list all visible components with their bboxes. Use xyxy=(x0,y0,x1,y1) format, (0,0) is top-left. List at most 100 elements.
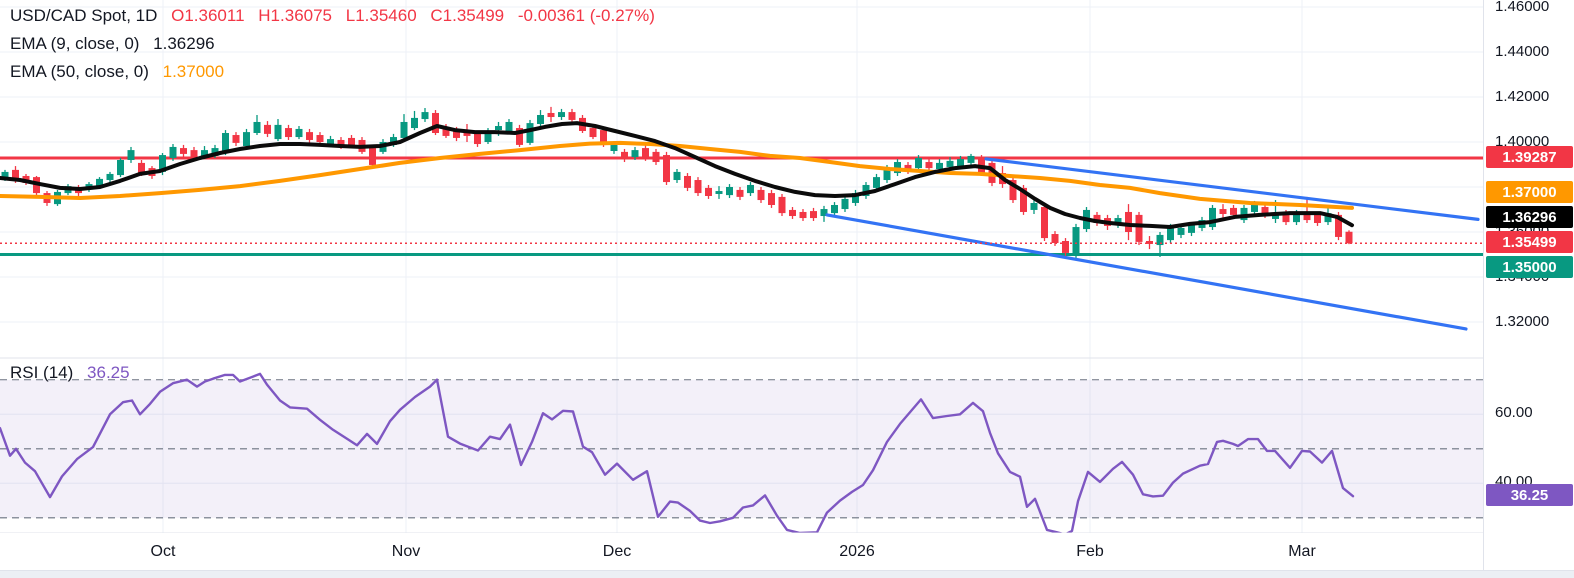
candle-down xyxy=(810,211,817,219)
candle-up xyxy=(127,150,135,160)
candle-up xyxy=(505,121,513,131)
candle-up xyxy=(852,193,859,203)
candle-down xyxy=(442,126,450,136)
chart-canvas[interactable] xyxy=(0,0,1483,578)
candle-down xyxy=(652,151,660,163)
candle-down xyxy=(306,132,313,140)
candle-down xyxy=(1282,213,1290,223)
axis-time-label: Feb xyxy=(1076,543,1104,560)
ema50-line xyxy=(0,140,1354,210)
rsi-band-fill xyxy=(0,379,1483,518)
candle-up xyxy=(673,171,681,181)
candle-up xyxy=(831,204,838,214)
candle-up xyxy=(1324,213,1332,223)
ohlc-close: C1.35499 xyxy=(430,6,505,25)
candle-down xyxy=(547,112,555,118)
price-axis[interactable]: 1.460001.440001.420001.400001.380001.360… xyxy=(1483,0,1574,578)
candle-up xyxy=(747,184,754,194)
candle-down xyxy=(12,169,19,181)
candle-up xyxy=(726,186,733,196)
candle-down xyxy=(600,130,607,145)
candle-up xyxy=(841,198,849,210)
candle-up xyxy=(936,162,943,169)
time-axis[interactable]: Oct Nov Dec 2026 Feb Mar xyxy=(0,533,1483,570)
axis-time-label: Mar xyxy=(1288,543,1316,560)
candle-up xyxy=(274,124,282,140)
candle-up xyxy=(243,132,250,147)
rsi-label: RSI (14) xyxy=(10,363,74,382)
candle-up xyxy=(1177,227,1185,235)
candle-up xyxy=(558,112,565,118)
candle-down xyxy=(1051,234,1059,244)
candle-down xyxy=(799,211,807,219)
candle-up xyxy=(495,126,502,131)
candle-up xyxy=(222,132,229,154)
candle-down xyxy=(348,137,355,147)
ema9-value: 1.36296 xyxy=(153,34,215,53)
candle-down xyxy=(705,187,712,196)
axis-price-label: 1.46000 xyxy=(1495,0,1550,15)
candle-down xyxy=(1314,214,1321,223)
candle-down xyxy=(589,128,597,138)
ema9-legend-row[interactable]: EMA (9, close, 0) 1.36296 xyxy=(10,34,224,54)
candle-up xyxy=(390,137,397,145)
candle-up xyxy=(117,159,124,176)
ohlc-open: O1.36011 xyxy=(171,6,245,25)
candle-up xyxy=(295,128,303,138)
candle-down xyxy=(1020,187,1027,212)
candle-down xyxy=(516,128,523,145)
candle-down xyxy=(432,112,439,133)
candle-up xyxy=(946,160,954,167)
candle-down xyxy=(789,209,796,217)
ema50-legend-row[interactable]: EMA (50, close, 0) 1.37000 xyxy=(10,62,233,82)
candle-up xyxy=(411,117,418,129)
rsi-legend-row[interactable]: RSI (14) 36.25 xyxy=(10,363,139,383)
candle-up xyxy=(201,150,208,156)
candle-up xyxy=(1114,218,1122,226)
time-axis-bottom-strip xyxy=(0,570,1574,578)
candle-up xyxy=(883,168,891,181)
axis-price-label: 1.32000 xyxy=(1495,313,1550,330)
candle-up xyxy=(631,150,639,158)
candle-up xyxy=(96,178,103,187)
axis-price-badge: 1.36296 xyxy=(1486,206,1573,228)
candle-down xyxy=(264,124,271,134)
candle-up xyxy=(421,112,429,120)
candle-down xyxy=(1125,211,1132,232)
candle-down xyxy=(453,130,460,138)
trendline xyxy=(984,157,1480,221)
candle-up xyxy=(1209,207,1216,228)
ema50-value: 1.37000 xyxy=(162,62,225,81)
ohlc-high: H1.36075 xyxy=(258,6,333,25)
axis-time-label: 2026 xyxy=(839,543,875,560)
candle-up xyxy=(169,146,177,158)
candle-down xyxy=(1093,214,1101,223)
symbol-title: USD/CAD Spot, 1D xyxy=(10,6,158,25)
ema50-label: EMA (50, close, 0) xyxy=(10,62,149,81)
candle-up xyxy=(1156,234,1164,246)
axis-price-badge: 1.39287 xyxy=(1486,146,1573,168)
candle-down xyxy=(904,164,912,172)
candle-up xyxy=(253,121,261,133)
trendline xyxy=(825,213,1468,331)
candle-down xyxy=(736,189,744,197)
candle-up xyxy=(610,144,618,151)
candle-down xyxy=(1041,207,1048,239)
candle-up xyxy=(1293,213,1300,223)
ema9-line xyxy=(0,121,1354,229)
candle-down xyxy=(1335,214,1342,237)
axis-price-badge: 1.35499 xyxy=(1486,231,1573,253)
candle-up xyxy=(1072,227,1080,256)
candle-down xyxy=(1062,240,1069,253)
candle-down xyxy=(337,139,345,147)
candle-down xyxy=(778,196,786,214)
candle-up xyxy=(1272,213,1279,219)
candle-up xyxy=(537,114,544,124)
candle-down xyxy=(1009,180,1017,201)
symbol-legend-row[interactable]: USD/CAD Spot, 1D O1.36011 H1.36075 L1.35… xyxy=(10,6,664,26)
candle-down xyxy=(757,189,765,201)
candle-up xyxy=(915,157,922,169)
candle-down xyxy=(694,180,702,194)
axis-time-label: Dec xyxy=(602,543,632,560)
candle-down xyxy=(316,135,324,142)
